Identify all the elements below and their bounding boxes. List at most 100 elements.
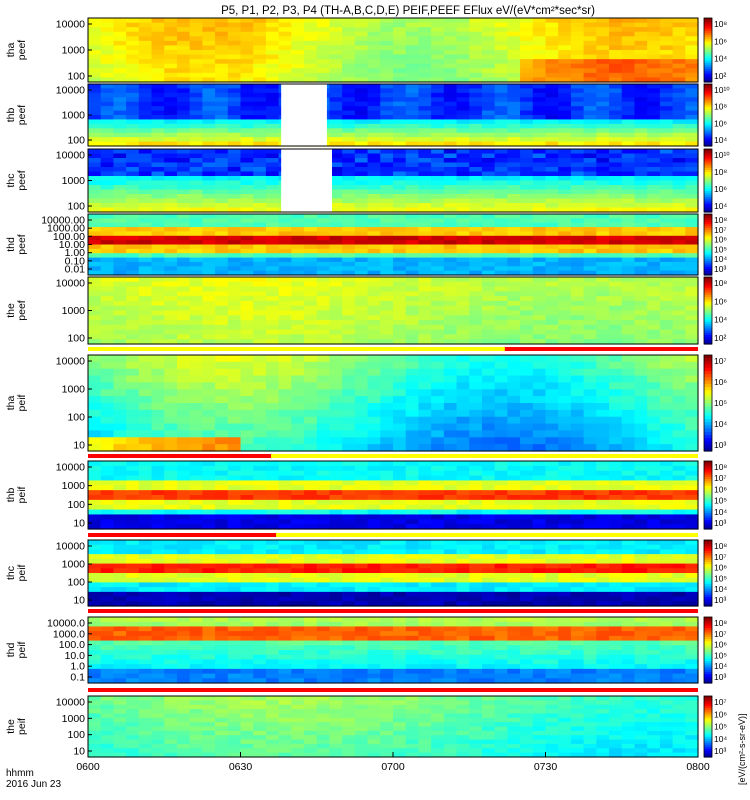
heatmap-cell (354, 261, 369, 267)
heatmap-cell (342, 153, 356, 159)
heatmap-cell (583, 45, 597, 51)
heatmap-cell (532, 106, 547, 112)
heatmap-cell (520, 27, 534, 33)
heatmap-cell (202, 320, 216, 326)
heatmap-cell (88, 261, 102, 267)
heatmap-cell (354, 115, 369, 121)
heatmap-cell (88, 499, 102, 506)
heatmap-cell (291, 514, 305, 520)
heatmap-cell (469, 128, 483, 134)
heatmap-cell (685, 132, 699, 138)
heatmap-cell (507, 270, 521, 276)
heatmap-cell (659, 495, 674, 501)
heatmap-cell (176, 281, 191, 288)
heatmap-cell (507, 389, 521, 397)
heatmap-cell (393, 158, 407, 164)
heatmap-cell (393, 240, 407, 246)
heatmap-cell (583, 291, 597, 297)
heatmap-cell (456, 222, 470, 228)
heatmap-cell (418, 214, 432, 219)
heatmap-cell (443, 509, 458, 516)
heatmap-cell (100, 504, 115, 511)
heatmap-cell (354, 339, 369, 345)
heatmap-cell (545, 320, 559, 326)
heatmap-cell (672, 240, 686, 246)
heatmap-cell (253, 27, 267, 33)
heatmap-cell (545, 45, 559, 51)
heatmap-cell (583, 270, 597, 276)
heatmap-cell (329, 97, 343, 103)
heatmap-cell (304, 389, 318, 397)
heatmap-cell (138, 461, 153, 467)
heatmap-cell (393, 88, 407, 94)
heatmap-cell (138, 514, 153, 520)
heatmap-cell (253, 214, 267, 219)
heatmap-cell (380, 519, 394, 525)
heatmap-cell (354, 490, 369, 496)
heatmap-cell (316, 31, 331, 37)
heatmap-cell (88, 235, 102, 241)
heatmap-cell (316, 227, 331, 233)
heatmap-cell (189, 18, 203, 24)
heatmap-cell (265, 40, 280, 47)
heatmap-cell (100, 180, 115, 186)
colorbar-tick-label: 10³ (714, 264, 726, 274)
heatmap-cell (88, 423, 102, 432)
heatmap-cell (164, 153, 178, 159)
heatmap-cell (431, 409, 445, 418)
heatmap-cell (189, 504, 203, 511)
heatmap-cell (278, 461, 292, 467)
heatmap-cell (380, 63, 394, 69)
heatmap-cell (545, 329, 559, 336)
heatmap-cell (405, 119, 420, 125)
heatmap-cell (418, 355, 432, 363)
heatmap-cell (265, 409, 280, 418)
heatmap-cell (609, 465, 623, 472)
heatmap-cell (634, 361, 648, 370)
heatmap-cell (520, 158, 534, 164)
heatmap-cell (329, 40, 343, 47)
heatmap-cell (685, 257, 699, 263)
heatmap-cell (405, 123, 420, 129)
heatmap-cell (583, 524, 597, 530)
heatmap-cell (304, 45, 318, 51)
heatmap-cell (316, 470, 331, 477)
heatmap-cell (659, 185, 674, 191)
heatmap-cell (393, 54, 407, 60)
heatmap-cell (227, 499, 242, 506)
heatmap-cell (393, 50, 407, 56)
heatmap-cell (431, 403, 445, 411)
y-tick-label: 10000 (56, 19, 85, 31)
heatmap-cell (609, 253, 623, 259)
heatmap-cell (342, 84, 356, 90)
colorbar-step (704, 41, 712, 45)
heatmap-cell (304, 490, 318, 496)
heatmap-cell (380, 97, 394, 103)
heatmap-cell (520, 72, 534, 79)
heatmap-cell (583, 59, 597, 65)
heatmap-cell (176, 235, 191, 241)
heatmap-cell (215, 97, 229, 103)
heatmap-cell (672, 77, 686, 83)
heatmap-cell (621, 36, 636, 42)
heatmap-cell (609, 167, 623, 173)
heatmap-cell (227, 470, 242, 477)
heatmap-cell (202, 315, 216, 321)
heatmap-cell (151, 461, 165, 467)
heatmap-cell (202, 54, 216, 60)
heatmap-cell (634, 504, 648, 511)
heatmap-cell (647, 281, 661, 288)
heatmap-cell (405, 409, 420, 418)
heatmap-cell (443, 18, 458, 24)
heatmap-cell (88, 106, 102, 112)
heatmap-cell (227, 300, 242, 307)
heatmap-cell (189, 382, 203, 390)
heatmap-cell (367, 382, 381, 390)
heatmap-cell (164, 475, 178, 482)
heatmap-cell (621, 257, 636, 263)
heatmap-cell (647, 437, 661, 445)
heatmap-cell (532, 153, 547, 159)
heatmap-cell (494, 18, 508, 24)
heatmap-cell (316, 361, 331, 370)
heatmap-cell (240, 475, 254, 482)
